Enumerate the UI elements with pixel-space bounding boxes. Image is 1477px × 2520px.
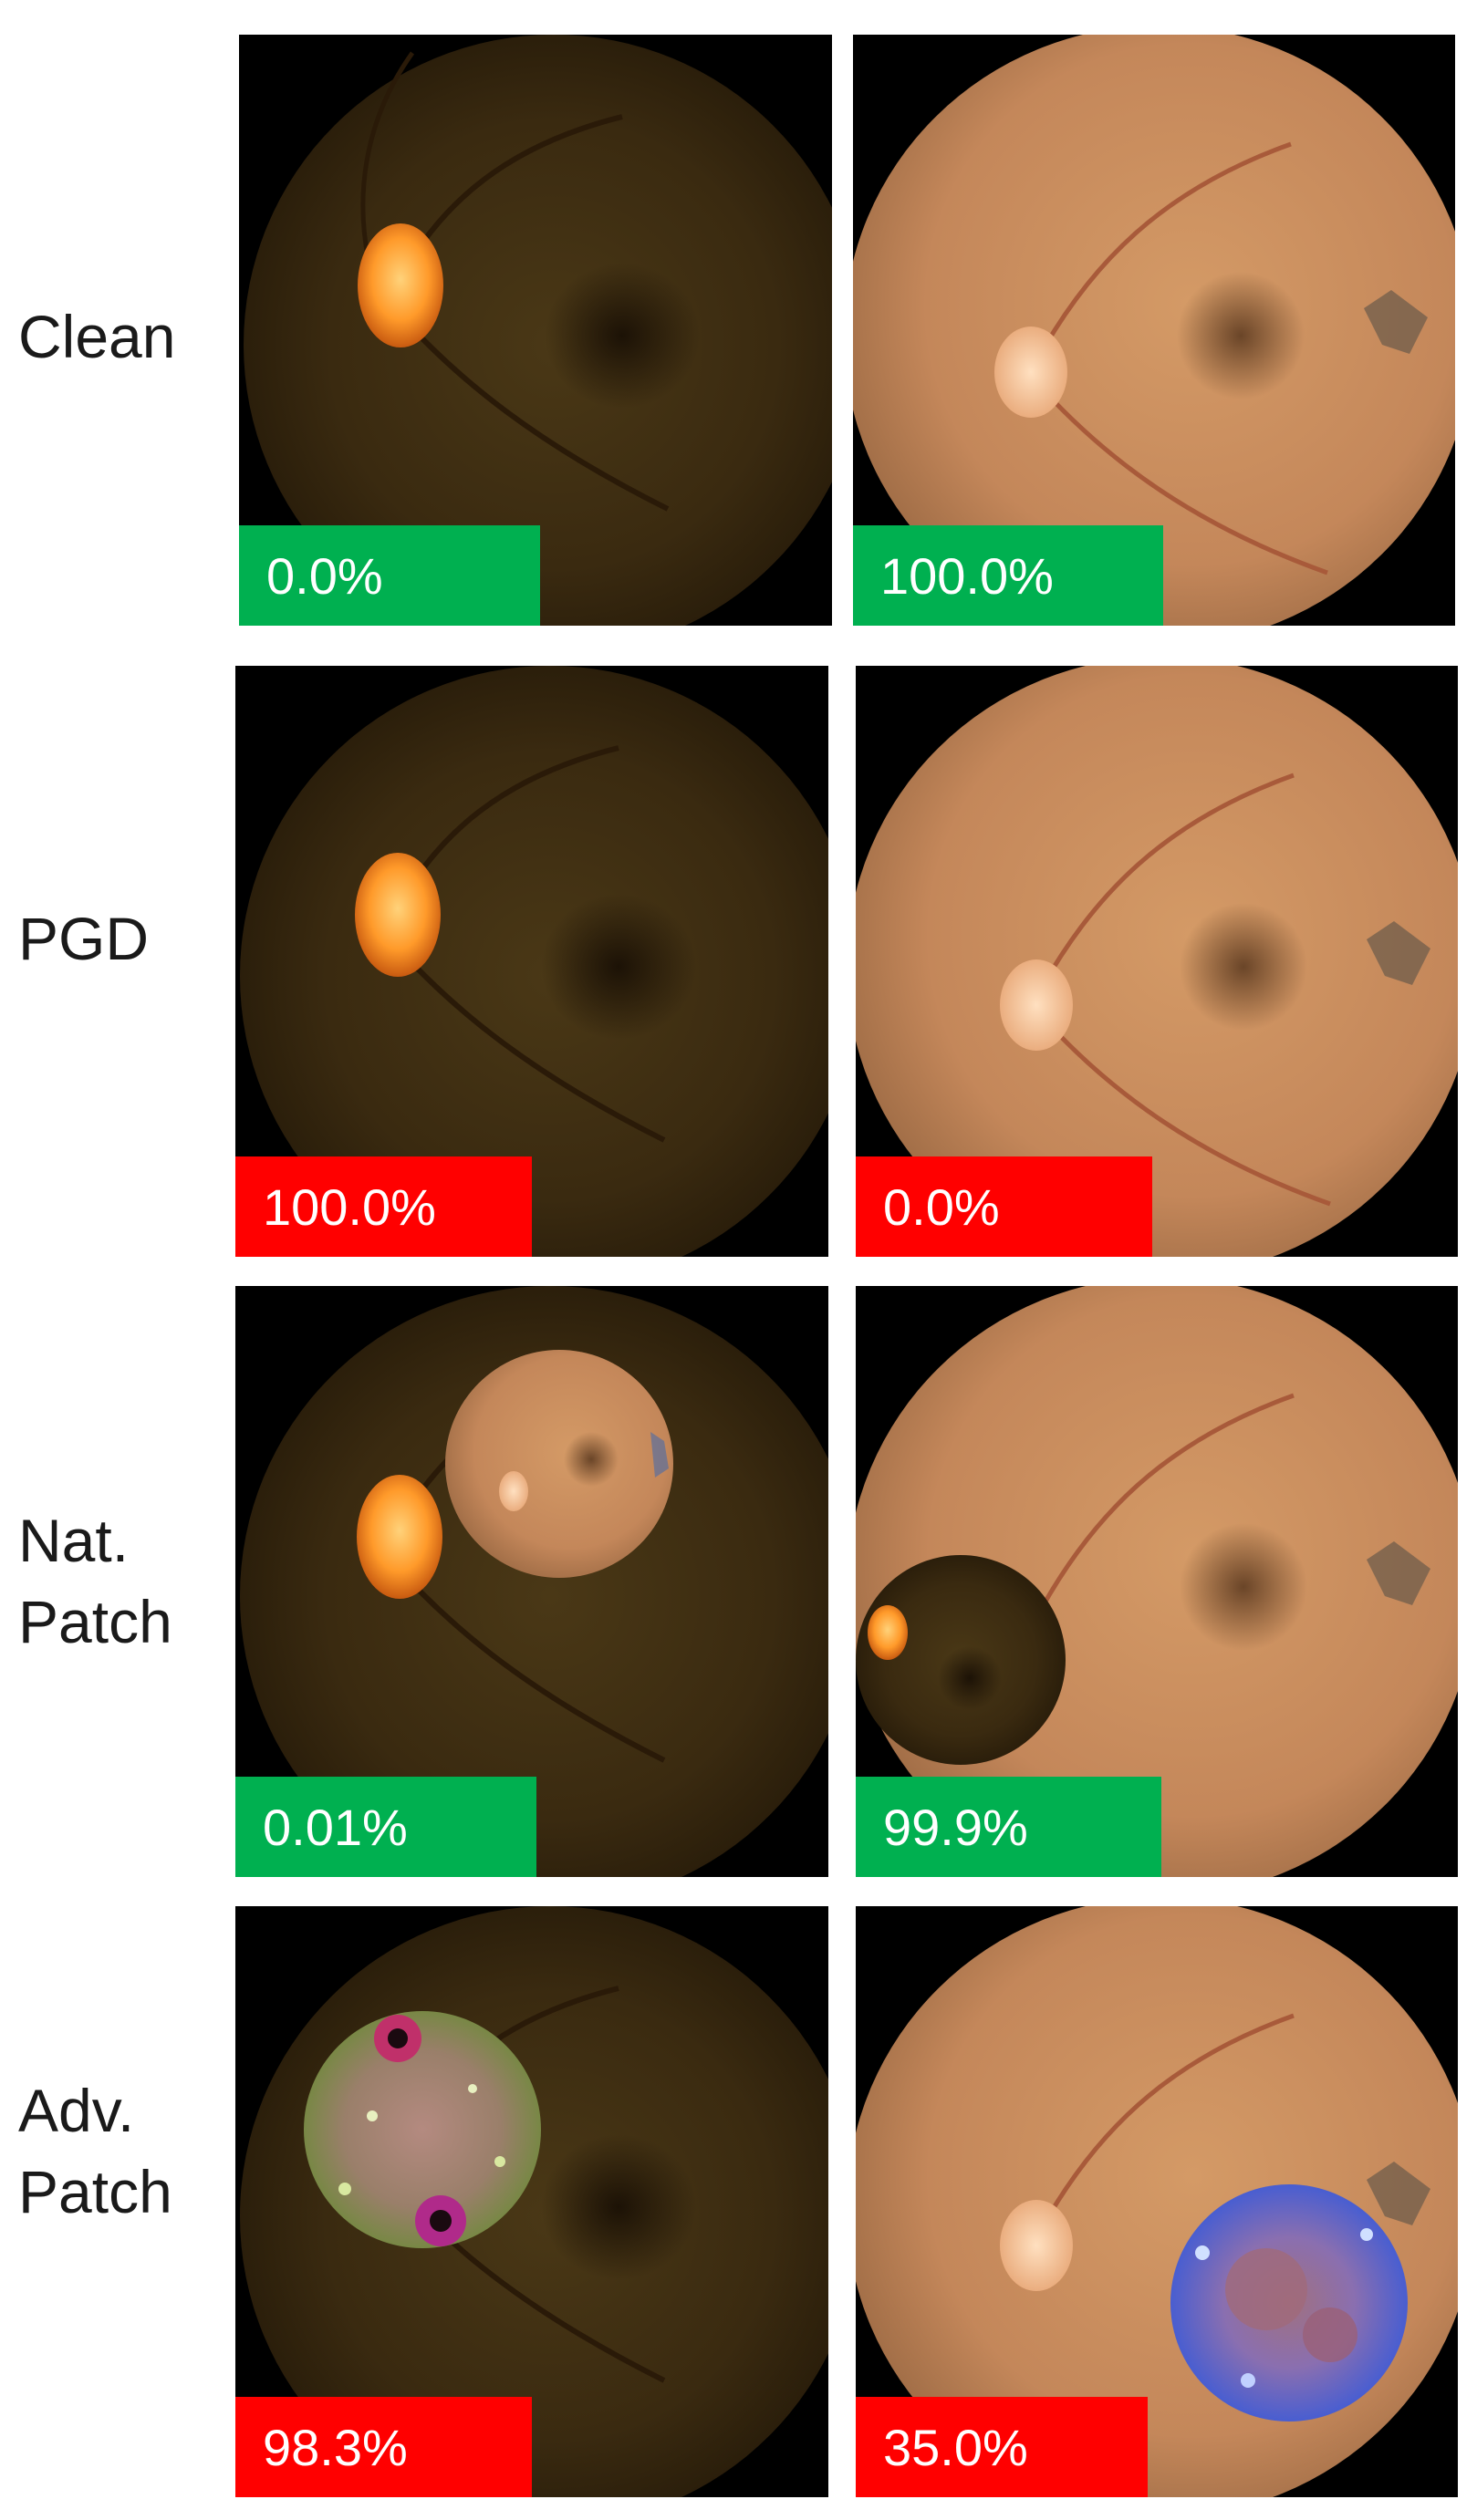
score-badge: 0.01% [235,1777,536,1877]
score-badge: 99.9% [856,1777,1161,1877]
natural-patch [856,1555,1066,1765]
fundus-image-bright-clean: 100.0% [853,35,1455,626]
fundus-dark-graphic [244,35,832,626]
fundus-dark-graphic [240,666,828,1257]
score-badge: 0.0% [856,1156,1152,1257]
fundus-dark-graphic [240,1286,828,1877]
adversarial-patch [1170,2184,1408,2421]
fundus-dark-graphic [240,1906,828,2497]
score-badge: 35.0% [856,2397,1148,2497]
fundus-image-dark-adv-patch: 98.3% [235,1906,828,2497]
score-badge: 100.0% [235,1156,532,1257]
fundus-image-dark-pgd: 100.0% [235,666,828,1257]
fundus-bright-graphic [856,1906,1458,2497]
row-label-nat-patch: Nat. Patch [18,1507,172,1656]
fundus-image-bright-pgd: 0.0% [856,666,1458,1257]
row-label-adv-patch: Adv. Patch [18,2077,172,2226]
fundus-bright-graphic [856,666,1458,1257]
row-label-pgd: PGD [18,905,150,972]
score-badge: 100.0% [853,525,1163,626]
score-badge: 0.0% [239,525,540,626]
fundus-bright-graphic [856,1286,1458,1877]
fundus-image-bright-nat-patch: 99.9% [856,1286,1458,1877]
fundus-image-dark-clean: 0.0% [239,35,832,626]
fundus-bright-graphic [853,35,1455,626]
natural-patch [445,1350,673,1578]
score-badge: 98.3% [235,2397,532,2497]
fundus-image-dark-nat-patch: 0.01% [235,1286,828,1877]
fundus-image-bright-adv-patch: 35.0% [856,1906,1458,2497]
row-label-clean: Clean [18,303,176,370]
adversarial-patch [304,2011,541,2248]
